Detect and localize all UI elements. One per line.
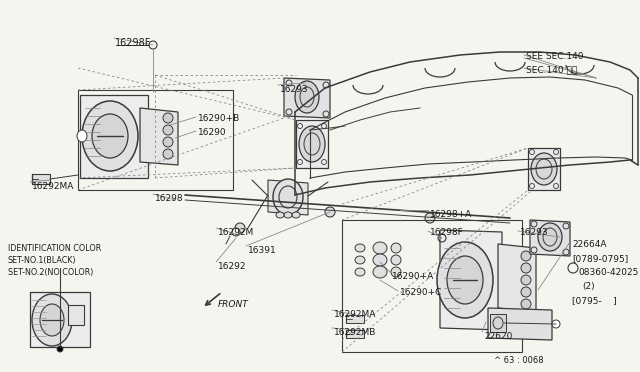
Ellipse shape bbox=[232, 228, 240, 236]
Text: 16292M: 16292M bbox=[218, 228, 254, 237]
Polygon shape bbox=[284, 78, 330, 118]
Polygon shape bbox=[140, 108, 178, 165]
Ellipse shape bbox=[284, 212, 292, 218]
Ellipse shape bbox=[437, 242, 493, 318]
Bar bbox=[528, 148, 560, 190]
Text: 16292MA: 16292MA bbox=[32, 182, 74, 191]
Bar bbox=[296, 120, 328, 168]
Text: 16298F: 16298F bbox=[115, 38, 152, 48]
Text: 16293: 16293 bbox=[520, 228, 548, 237]
Ellipse shape bbox=[521, 251, 531, 261]
Ellipse shape bbox=[521, 287, 531, 297]
Ellipse shape bbox=[32, 294, 72, 346]
Text: (2): (2) bbox=[582, 282, 595, 291]
Bar bbox=[490, 314, 506, 332]
Ellipse shape bbox=[276, 212, 284, 218]
Text: 22620: 22620 bbox=[484, 332, 513, 341]
Ellipse shape bbox=[531, 153, 557, 185]
Ellipse shape bbox=[425, 213, 435, 223]
Ellipse shape bbox=[82, 101, 138, 171]
Bar bbox=[346, 330, 364, 338]
Ellipse shape bbox=[355, 244, 365, 252]
Ellipse shape bbox=[273, 179, 303, 215]
Text: [0789-0795]: [0789-0795] bbox=[572, 254, 628, 263]
Ellipse shape bbox=[235, 223, 245, 233]
Ellipse shape bbox=[447, 256, 483, 304]
Text: FRONT: FRONT bbox=[218, 300, 249, 309]
Ellipse shape bbox=[521, 299, 531, 309]
Text: 16298: 16298 bbox=[155, 194, 184, 203]
Ellipse shape bbox=[373, 242, 387, 254]
Ellipse shape bbox=[295, 81, 319, 113]
Text: SET-NO.2(NO COLOR): SET-NO.2(NO COLOR) bbox=[8, 268, 93, 277]
Text: 08360-42025: 08360-42025 bbox=[578, 268, 638, 277]
Bar bbox=[68, 305, 84, 325]
Ellipse shape bbox=[355, 268, 365, 276]
Ellipse shape bbox=[163, 137, 173, 147]
Bar bbox=[346, 315, 364, 323]
Ellipse shape bbox=[373, 266, 387, 278]
Text: 16298+A: 16298+A bbox=[430, 210, 472, 219]
Bar bbox=[342, 220, 522, 352]
Ellipse shape bbox=[538, 223, 562, 251]
Text: 22664A: 22664A bbox=[572, 240, 607, 249]
Ellipse shape bbox=[299, 126, 325, 162]
Text: 16298F: 16298F bbox=[430, 228, 464, 237]
Text: 16391: 16391 bbox=[248, 246, 276, 255]
Text: 16290+C: 16290+C bbox=[400, 288, 442, 297]
Ellipse shape bbox=[40, 304, 64, 336]
Polygon shape bbox=[488, 308, 552, 340]
Text: IDENTIFICATION COLOR: IDENTIFICATION COLOR bbox=[8, 244, 101, 253]
Ellipse shape bbox=[391, 243, 401, 253]
Text: 16292MA: 16292MA bbox=[334, 310, 376, 319]
Text: SEC.140 参照: SEC.140 参照 bbox=[526, 65, 577, 74]
Text: 16292MB: 16292MB bbox=[334, 328, 376, 337]
Text: 16292: 16292 bbox=[218, 262, 246, 271]
Polygon shape bbox=[530, 220, 570, 256]
Text: ^ 63 : 0068: ^ 63 : 0068 bbox=[494, 356, 543, 365]
Ellipse shape bbox=[391, 255, 401, 265]
Ellipse shape bbox=[57, 346, 63, 352]
Text: 16293: 16293 bbox=[280, 85, 308, 94]
Ellipse shape bbox=[521, 263, 531, 273]
Ellipse shape bbox=[77, 130, 87, 142]
Ellipse shape bbox=[292, 212, 300, 218]
Ellipse shape bbox=[552, 320, 560, 328]
Ellipse shape bbox=[521, 275, 531, 285]
Ellipse shape bbox=[163, 125, 173, 135]
Ellipse shape bbox=[92, 114, 128, 158]
Bar bbox=[30, 292, 90, 347]
Text: 16290+A: 16290+A bbox=[392, 272, 435, 281]
Ellipse shape bbox=[391, 267, 401, 277]
Text: 16290+B: 16290+B bbox=[198, 114, 240, 123]
Text: SEE SEC.140: SEE SEC.140 bbox=[526, 52, 584, 61]
Bar bbox=[78, 90, 233, 190]
Ellipse shape bbox=[355, 256, 365, 264]
Polygon shape bbox=[80, 95, 148, 178]
Bar bbox=[32, 174, 50, 184]
Text: SET-NO.1(BLACK): SET-NO.1(BLACK) bbox=[8, 256, 77, 265]
Text: [0795-    ]: [0795- ] bbox=[572, 296, 617, 305]
Ellipse shape bbox=[325, 207, 335, 217]
Text: 16290: 16290 bbox=[198, 128, 227, 137]
Ellipse shape bbox=[163, 149, 173, 159]
Polygon shape bbox=[440, 230, 502, 330]
Ellipse shape bbox=[373, 254, 387, 266]
Polygon shape bbox=[498, 244, 536, 312]
Polygon shape bbox=[268, 180, 308, 215]
Ellipse shape bbox=[163, 113, 173, 123]
